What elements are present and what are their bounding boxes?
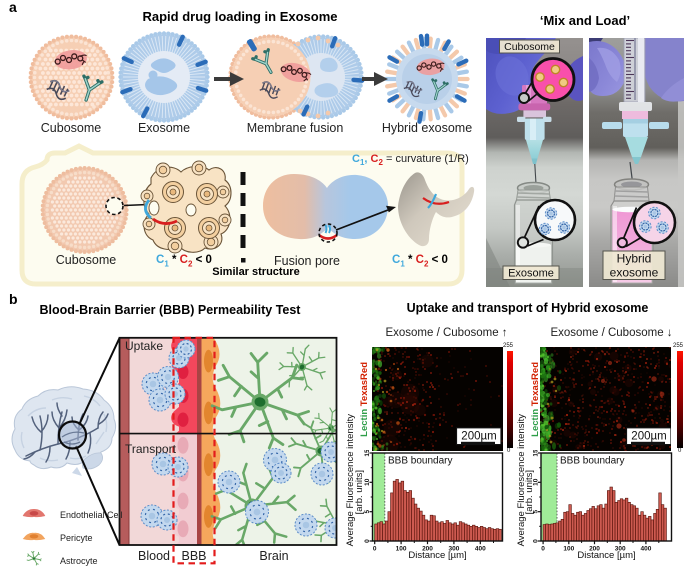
svg-text:Cubosome: Cubosome [504,41,555,53]
svg-text:0: 0 [364,539,371,543]
svg-text:Exosome: Exosome [508,268,554,280]
svg-text:400: 400 [640,546,651,553]
svg-text:15: 15 [533,450,540,457]
svg-text:0: 0 [373,546,377,553]
svg-text:200µm: 200µm [461,431,496,443]
svg-text:15: 15 [364,450,371,457]
svg-text:400: 400 [475,546,486,553]
svg-text:200: 200 [589,546,600,553]
svg-text:0: 0 [541,546,545,553]
svg-text:BBB boundary: BBB boundary [388,456,453,467]
svg-text:300: 300 [448,546,459,553]
svg-text:exosome: exosome [610,266,659,280]
svg-text:200: 200 [422,546,433,553]
svg-text:0: 0 [533,539,540,543]
svg-text:5: 5 [364,510,371,514]
svg-text:BBB boundary: BBB boundary [560,456,625,467]
svg-text:200µm: 200µm [631,431,666,443]
svg-text:10: 10 [533,478,540,486]
svg-text:5: 5 [533,510,540,514]
svg-text:100: 100 [563,546,574,553]
svg-text:100: 100 [396,546,407,553]
svg-text:Hybrid: Hybrid [617,252,652,266]
svg-text:300: 300 [615,546,626,553]
svg-text:10: 10 [364,478,371,486]
